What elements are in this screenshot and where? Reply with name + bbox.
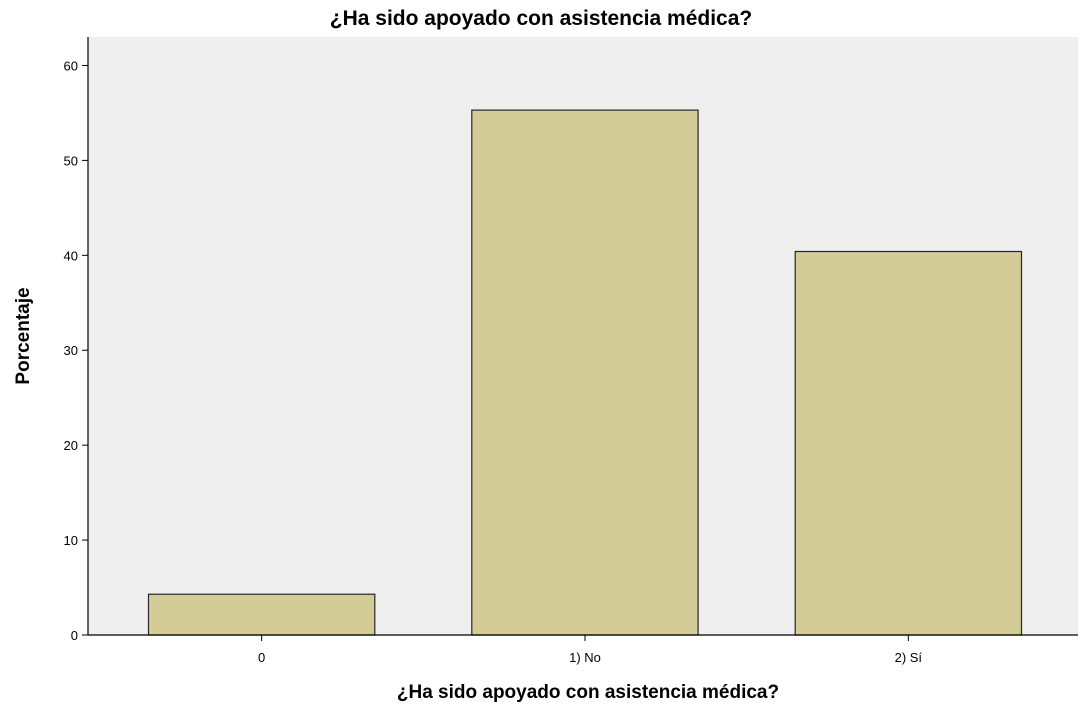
y-axis-title: Porcentaje (13, 287, 34, 384)
bar-1 (471, 109, 699, 636)
x-axis-title: ¿Ha sido apoyado con asistencia médica? (397, 682, 779, 703)
x-tick-label: 0 (258, 650, 265, 665)
y-tick-label: 20 (64, 438, 78, 453)
x-tick-label: 1) No (569, 650, 601, 665)
y-tick-label: 0 (71, 628, 78, 643)
y-tick-label: 30 (64, 343, 78, 358)
bar-group (147, 109, 1023, 636)
x-tick-label: 2) Sí (895, 650, 923, 665)
y-tick-label: 50 (64, 153, 78, 168)
y-tick-label: 60 (64, 58, 78, 73)
y-tick-label: 10 (64, 533, 78, 548)
bar-0 (147, 593, 376, 636)
y-tick-label: 40 (64, 248, 78, 263)
chart-title: ¿Ha sido apoyado con asistencia médica? (330, 7, 752, 30)
bar-2 (794, 250, 1023, 636)
x-axis-ticks: 0 1) No 2) Sí (258, 635, 922, 665)
y-axis-ticks: 0 10 20 30 40 50 60 (64, 58, 88, 643)
